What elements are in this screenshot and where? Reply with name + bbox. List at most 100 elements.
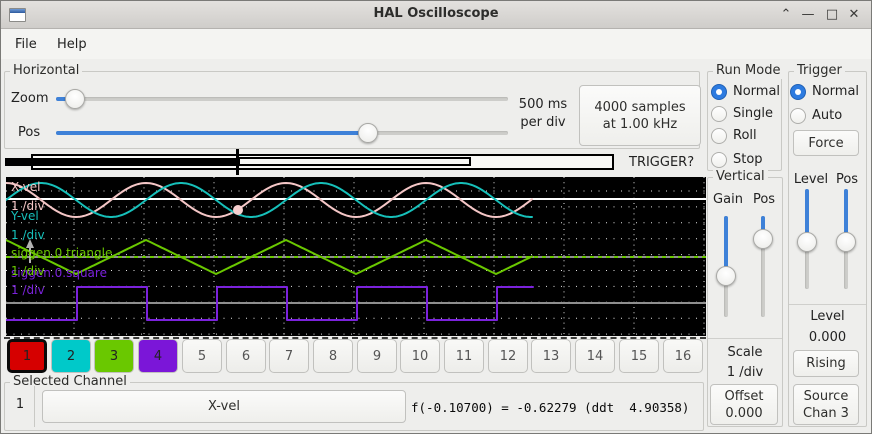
zoom-slider-track[interactable] [56, 97, 508, 101]
radio-label: Normal [812, 84, 860, 99]
channel-button-15[interactable]: 15 [619, 339, 659, 373]
selected-channel-group: Selected Channel [4, 374, 704, 431]
selected-channel-group-label: Selected Channel [10, 374, 130, 390]
selected-channel-divider [34, 386, 35, 427]
channel-2-scale: 1 /div [11, 228, 45, 242]
channel-button-12[interactable]: 12 [488, 339, 528, 373]
zoom-label: Zoom [11, 91, 49, 106]
trigger-status-label: TRIGGER? [629, 155, 695, 170]
channel-4-name: siggen.0.square [11, 266, 107, 280]
radio-label: Normal [733, 84, 781, 99]
rate-per-div-value: 500 ms [518, 97, 568, 112]
menu-help[interactable]: Help [57, 37, 87, 52]
pos-slider-knob[interactable] [358, 123, 379, 143]
channel-2-name: Y-vel [11, 209, 39, 223]
trigger-source-line1: Source [803, 388, 849, 404]
channel-button-4[interactable]: 4 [138, 339, 178, 373]
channel-button-13[interactable]: 13 [531, 339, 571, 373]
channel-3-scale: 1 /div [11, 264, 45, 278]
channel-3-name: siggen.0.triangle [11, 246, 113, 260]
channel-1-scale: 1 /div [11, 199, 45, 213]
trigger-level-readout-value: 0.000 [808, 330, 847, 345]
selected-channel-readout: f(-0.10700) = -0.62279 (ddt 4.90358) [411, 400, 690, 415]
trigger-point-marker [233, 205, 243, 215]
vertical-gain-knob[interactable] [716, 265, 736, 286]
zoom-slider-knob[interactable] [64, 89, 85, 109]
channel-button-6[interactable]: 6 [226, 339, 266, 373]
radio-icon[interactable] [711, 128, 727, 144]
horizontal-pos-slider[interactable] [56, 123, 508, 143]
app-window-icon [9, 8, 26, 22]
close-icon[interactable]: ✕ [848, 7, 860, 22]
samples-line2: at 1.00 kHz [602, 116, 678, 132]
minimize-icon[interactable]: — [801, 7, 815, 22]
channel-button-11[interactable]: 11 [444, 339, 484, 373]
channel-row-focus-dashes [4, 337, 706, 339]
channel-button-2[interactable]: 2 [51, 339, 91, 373]
trigger-group-label: Trigger [794, 63, 845, 79]
vertical-group-label: Vertical [713, 169, 768, 185]
radio-icon[interactable] [711, 152, 727, 168]
radio-icon[interactable] [711, 84, 727, 100]
trigger-source-line2: Chan 3 [803, 405, 849, 421]
scope-screen: X-vel 1 /div Y-vel 1 /div siggen.0.trian… [6, 177, 706, 336]
trigger-edge-button[interactable]: Rising [793, 350, 859, 377]
channel-button-16[interactable]: 16 [663, 339, 703, 373]
vertical-pos-label: Pos [752, 192, 776, 207]
trigger-source-button[interactable]: Source Chan 3 [793, 384, 859, 425]
vertical-gain-label: Gain [713, 192, 743, 207]
trigger-level-slider[interactable] [797, 187, 817, 291]
record-filled-bar [5, 158, 238, 166]
zoom-slider[interactable] [56, 89, 508, 109]
vertical-scale-value: 1 /div [726, 365, 764, 380]
trace-siggen.0.square [6, 286, 534, 321]
horizontal-group-label: Horizontal [10, 63, 83, 79]
trace-Y-vel [6, 182, 533, 218]
radio-icon[interactable] [711, 106, 727, 122]
maximize-icon[interactable]: □ [825, 7, 839, 22]
trace-siggen.0.triangle [6, 239, 533, 275]
channel-button-7[interactable]: 7 [269, 339, 309, 373]
force-button[interactable]: Force [793, 130, 859, 156]
titlebar: HAL Oscilloscope ⌃ — □ ✕ [1, 1, 871, 29]
radio-label: Stop [733, 152, 763, 167]
channel-button-14[interactable]: 14 [575, 339, 615, 373]
selected-channel-number: 1 [15, 397, 25, 412]
trigger-level-knob[interactable] [797, 232, 817, 253]
trigger-group: Trigger [788, 63, 867, 427]
pos-label: Pos [18, 125, 41, 140]
vertical-scale-label: Scale [727, 345, 763, 360]
vertical-gain-slider[interactable] [716, 214, 736, 319]
radio-label: Single [733, 106, 773, 121]
channel-button-9[interactable]: 9 [357, 339, 397, 373]
trigger-level-readout-label: Level [810, 309, 845, 324]
scope-canvas [6, 177, 706, 336]
selected-channel-source-button[interactable]: X-vel [42, 390, 406, 423]
rate-per-div-units: per div [520, 115, 566, 130]
vertical-pos-knob[interactable] [753, 229, 773, 250]
channel-button-8[interactable]: 8 [313, 339, 353, 373]
samples-rate-button[interactable]: 4000 samples at 1.00 kHz [579, 85, 701, 146]
radio-icon[interactable] [790, 108, 806, 124]
trigger-pos-knob[interactable] [836, 232, 856, 253]
channel-button-10[interactable]: 10 [400, 339, 440, 373]
trigger-separator [789, 304, 866, 305]
run-mode-group-label: Run Mode [713, 63, 784, 79]
radio-icon[interactable] [790, 84, 806, 100]
trigger-pos-label: Pos [835, 172, 859, 187]
offset-line1: Offset [724, 388, 764, 404]
menu-file[interactable]: File [15, 37, 37, 52]
vertical-gain-fill [724, 216, 728, 278]
pos-slider-fill [56, 131, 369, 135]
vertical-pos-fill [761, 216, 765, 242]
radio-label: Roll [733, 128, 757, 143]
vertical-pos-slider[interactable] [753, 214, 773, 319]
channel-button-5[interactable]: 5 [182, 339, 222, 373]
horizontal-group: Horizontal [4, 63, 700, 149]
trigger-pos-slider[interactable] [836, 187, 856, 291]
vertical-offset-button[interactable]: Offset 0.000 [710, 384, 778, 425]
shade-icon[interactable]: ⌃ [780, 7, 792, 22]
channel-button-3[interactable]: 3 [94, 339, 134, 373]
vertical-pos-track[interactable] [761, 216, 765, 317]
channel-button-1[interactable]: 1 [7, 339, 47, 373]
